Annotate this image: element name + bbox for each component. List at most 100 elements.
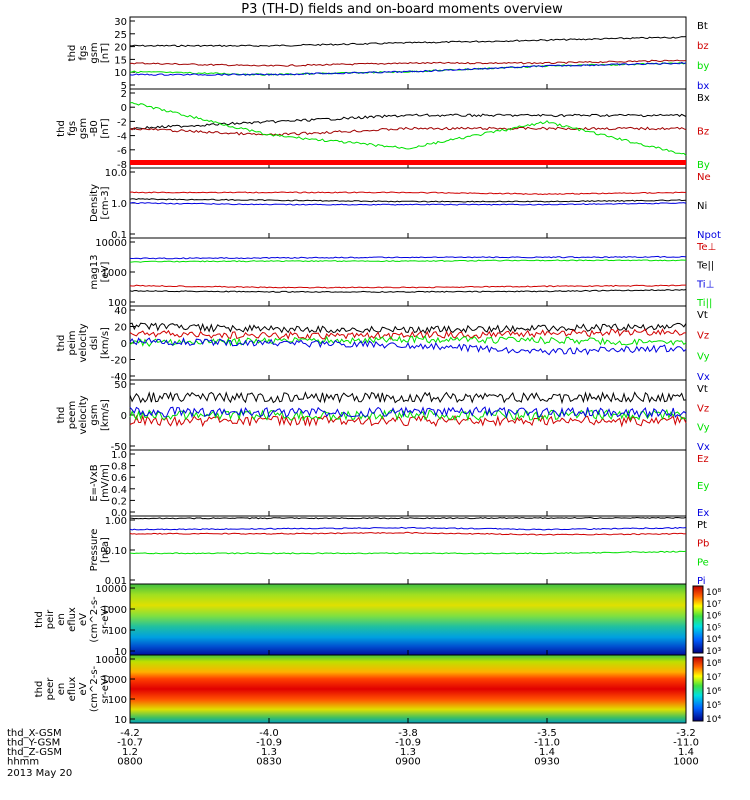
y-tick-label: 5: [121, 81, 127, 92]
series-Ti⊥: [129, 255, 687, 260]
y-axis-label: [mV/m]: [100, 464, 111, 502]
footer-value: -11.0: [534, 738, 560, 749]
series-Npot: [129, 202, 687, 206]
colorbar-tick-label: 10⁷: [706, 673, 721, 683]
y-axis-label: thd: [34, 681, 45, 698]
y-tick-label: 10000: [95, 584, 127, 595]
y-tick-label: -50: [111, 442, 127, 453]
legend-item: bx: [697, 81, 709, 92]
series-bx: [129, 61, 687, 76]
colorbar-tick-label: 10⁶: [706, 687, 721, 697]
y-axis-label: gsm: [89, 42, 100, 63]
y-axis-label: velocity: [78, 323, 89, 362]
y-tick-label: 10000: [95, 238, 127, 249]
y-tick-label: 0.10: [105, 546, 127, 557]
colorbar-tick-label: 10⁵: [706, 701, 721, 711]
y-tick-label: 10000: [95, 655, 127, 666]
y-tick-label: -2: [117, 117, 127, 128]
colorbar-tick-label: 10⁵: [706, 623, 721, 633]
footer-value: 1.4: [539, 747, 555, 758]
y-tick-label: 0: [121, 103, 127, 114]
series-Vx: [129, 337, 687, 356]
y-tick-label: 30: [114, 17, 127, 28]
y-tick-label: -40: [111, 372, 127, 383]
y-axis-label: [nT]: [100, 43, 111, 63]
y-axis-label: mag13: [89, 255, 100, 290]
y-tick-label: 0.2: [111, 496, 127, 507]
y-axis-label: thd: [67, 45, 78, 62]
legend-item: Ti⊥: [696, 279, 714, 290]
y-tick-label: 100: [108, 695, 127, 706]
y-tick-label: 10.0: [105, 168, 127, 179]
y-axis-label: [cm-3]: [100, 186, 111, 219]
y-tick-label: 15: [114, 55, 127, 66]
y-tick-label: -4: [117, 132, 127, 143]
legend-item: Pb: [697, 539, 709, 550]
panel-frame: [129, 449, 687, 517]
footer-value: 1.3: [261, 747, 277, 758]
footer-value: 0900: [395, 757, 420, 768]
legend-item: Npot: [697, 230, 721, 241]
panel-frame: [129, 379, 687, 451]
y-tick-label: 20: [114, 43, 127, 54]
y-axis-label: Pressure: [89, 529, 100, 572]
footer-value: 0830: [256, 757, 281, 768]
legend-item: Bt: [697, 21, 708, 32]
legend-item: Ni: [697, 201, 707, 212]
y-axis-label: [nT]: [100, 118, 111, 138]
y-tick-label: 1000: [102, 605, 127, 616]
y-axis-label: peim: [67, 330, 78, 355]
y-tick-label: 25: [114, 30, 127, 41]
plot-title: P3 (TH-D) fields and on-board moments ov…: [241, 2, 563, 17]
y-axis-label: velocity: [78, 395, 89, 434]
panel-frame: [129, 515, 687, 585]
y-axis-label: peir: [45, 609, 56, 629]
footer-value: 0800: [117, 757, 142, 768]
legend-item: Bz: [697, 127, 709, 138]
footer-value: -3.5: [537, 728, 557, 739]
y-axis-label: -B0: [89, 120, 100, 136]
legend-item: Ti||: [696, 298, 712, 309]
legend-item: by: [697, 61, 709, 72]
y-tick-label: 0.01: [105, 576, 127, 587]
series-Pt: [129, 516, 687, 520]
legend-item: Ne: [697, 172, 711, 183]
series-Vz: [129, 414, 687, 428]
y-axis-label: (cm^2-s-: [89, 665, 100, 712]
y-tick-label: -8: [117, 160, 127, 171]
footer-value: -10.9: [256, 738, 282, 749]
y-tick-label: 1.0: [111, 199, 127, 210]
y-axis-label: en: [56, 613, 67, 626]
series-Ne: [129, 191, 687, 196]
series-Ti||: [129, 259, 687, 263]
y-tick-label: 1.0: [111, 450, 127, 461]
colorbar-tick-label: 10⁶: [706, 612, 721, 622]
y-axis-label: en: [56, 683, 67, 696]
footer-row-label: thd_Y-GSM: [7, 738, 60, 749]
y-tick-label: 10: [114, 647, 127, 658]
y-axis-label: dsl: [89, 336, 100, 350]
footer-row-label: hhmm: [7, 757, 39, 768]
y-tick-label: 0.6: [111, 473, 127, 484]
legend-item: Vt: [697, 310, 708, 321]
footer-value: -4.2: [120, 728, 140, 739]
series-Te||: [129, 289, 687, 293]
y-axis-label: eflux: [67, 677, 78, 702]
legend-item: bz: [697, 41, 709, 52]
series-Pb: [129, 531, 687, 536]
y-tick-label: 100: [108, 298, 127, 309]
series-Bz: [129, 126, 687, 137]
legend-item: Vt: [697, 384, 708, 395]
y-axis-label: gsm: [89, 404, 100, 425]
colorbar-tick-label: 10⁴: [706, 635, 721, 645]
spectrogram-electrons: [130, 655, 686, 723]
y-axis-label: thd: [56, 407, 67, 424]
legend-item: Ey: [697, 481, 709, 492]
y-axis-label: gsm: [78, 118, 89, 139]
legend-item: Vx: [697, 372, 710, 383]
y-axis-label: eflux: [67, 607, 78, 632]
colorbar: [692, 585, 704, 654]
y-axis-label: thd: [34, 611, 45, 628]
legend-item: Te⊥: [696, 242, 716, 253]
legend-item: Vy: [697, 423, 710, 434]
